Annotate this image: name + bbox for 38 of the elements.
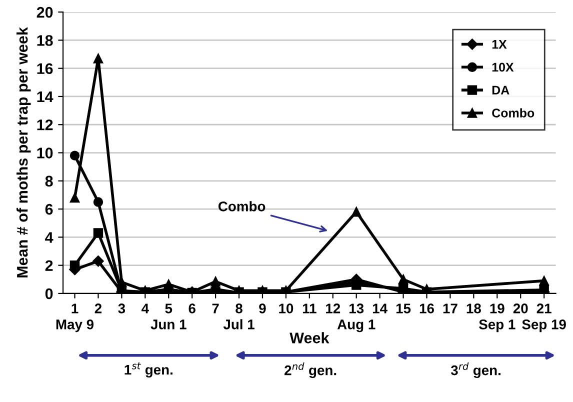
annotation: Combo	[218, 201, 266, 212]
x-tick-label: 4	[142, 304, 149, 314]
y-tick-label: 14	[37, 92, 54, 102]
text: 1$^{st}$ gen.	[124, 362, 172, 378]
x-tick-label: 17	[443, 304, 458, 314]
y-tick-label: 10	[37, 148, 53, 158]
x-tick-label: 16	[420, 304, 434, 314]
y-tick-label: 20	[36, 6, 53, 18]
y-tick-label: 16	[37, 63, 53, 74]
legend-label: 10X	[492, 62, 514, 72]
legend-label: 1X	[492, 40, 507, 49]
x-tick-label: 9	[259, 304, 266, 314]
y-tick-label: 12	[37, 119, 53, 130]
legend-label: Combo	[492, 108, 534, 118]
x-tick-label: 15	[396, 304, 411, 314]
x-tick-label: 20	[513, 304, 528, 314]
x-tick-label: 8 Jul 1	[223, 304, 254, 330]
text: 2$^{nd}$ gen.	[284, 362, 336, 378]
x-tick-label: 18	[466, 304, 481, 314]
x-tick-label: 7	[212, 304, 219, 314]
x-tick-label: 1 May 9	[56, 304, 94, 332]
x-tick-label: 6	[188, 304, 196, 314]
x-tick-label: 14	[372, 304, 388, 314]
x-tick-label: 3	[118, 304, 126, 314]
y-tick-label: 6	[45, 204, 53, 215]
y-axis-title: Mean # of moths per trap per week	[16, 27, 31, 278]
y-tick-label: 18	[37, 35, 53, 46]
legend-label: DA	[492, 86, 510, 94]
text: 3$^{rd}$ gen.	[450, 362, 500, 378]
x-tick-label: 2	[94, 304, 102, 314]
x-tick-label: 5 Jun 1	[150, 304, 186, 330]
y-tick-label: 0	[45, 288, 53, 300]
x-tick-label: 10	[279, 304, 294, 314]
x-axis-title: Week	[290, 332, 330, 344]
y-tick-label: 2	[45, 260, 53, 271]
y-tick-label: 8	[45, 176, 53, 187]
x-tick-label: 11	[302, 304, 316, 314]
y-tick-label: 4	[45, 232, 54, 243]
